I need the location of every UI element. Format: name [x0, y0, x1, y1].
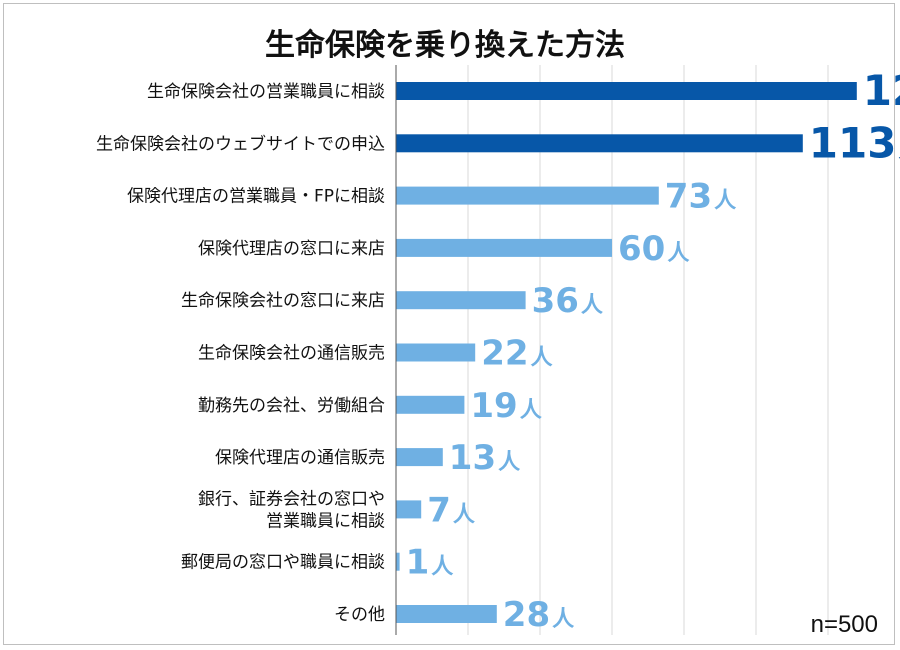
bar: [396, 238, 612, 257]
category-label: 郵便局の窓口や職員に相談: [181, 553, 385, 573]
category-label: 勤務先の会社、労働組合: [198, 396, 385, 416]
bar: [396, 552, 400, 571]
value-label: 28人: [503, 595, 574, 635]
value-label: 19人: [470, 386, 541, 426]
value-label: 128人: [863, 66, 900, 115]
value-label: 36人: [532, 281, 603, 321]
category-labels: 生命保険会社の営業職員に相談生命保険会社のウェブサイトでの申込保険代理店の営業職…: [96, 82, 385, 625]
value-label: 73人: [665, 177, 736, 217]
chart-frame: [3, 3, 895, 645]
chart-title: 生命保険を乗り換えた方法: [265, 28, 625, 63]
sample-size-note: n=500: [811, 611, 878, 638]
bar: [396, 186, 659, 205]
category-label: 営業職員に相談: [266, 511, 385, 531]
bar: [396, 291, 526, 310]
category-label: 生命保険会社のウェブサイトでの申込: [96, 133, 385, 154]
grid-lines: [467, 65, 829, 635]
value-label: 1人: [406, 543, 454, 583]
category-label: 保険代理店の通信販売: [215, 448, 385, 468]
bar: [396, 395, 465, 414]
value-labels: 128人113人 73人 60人 36人 22人 19人 13人 7人 1人 28人: [406, 66, 900, 635]
category-label: 生命保険会社の通信販売: [198, 344, 385, 364]
value-label: 7人: [427, 490, 475, 530]
bar: [396, 82, 857, 100]
category-label: 保険代理店の窓口に来店: [198, 239, 385, 259]
category-label: その他: [334, 605, 385, 625]
bars: [396, 82, 857, 623]
value-label: 60人: [618, 229, 689, 269]
value-label: 113人: [809, 118, 900, 167]
bar: [396, 500, 422, 519]
bar: [396, 605, 497, 623]
bar: [396, 343, 476, 362]
category-label: 生命保険会社の営業職員に相談: [147, 82, 385, 102]
value-label: 22人: [481, 334, 552, 374]
bar: [396, 448, 443, 467]
category-label: 銀行、証券会社の窓口や: [198, 489, 385, 509]
category-label: 保険代理店の営業職員・FPに相談: [127, 187, 385, 207]
bar: [396, 134, 803, 153]
value-label: 13人: [449, 438, 520, 478]
category-label: 生命保険会社の窓口に来店: [181, 291, 385, 311]
